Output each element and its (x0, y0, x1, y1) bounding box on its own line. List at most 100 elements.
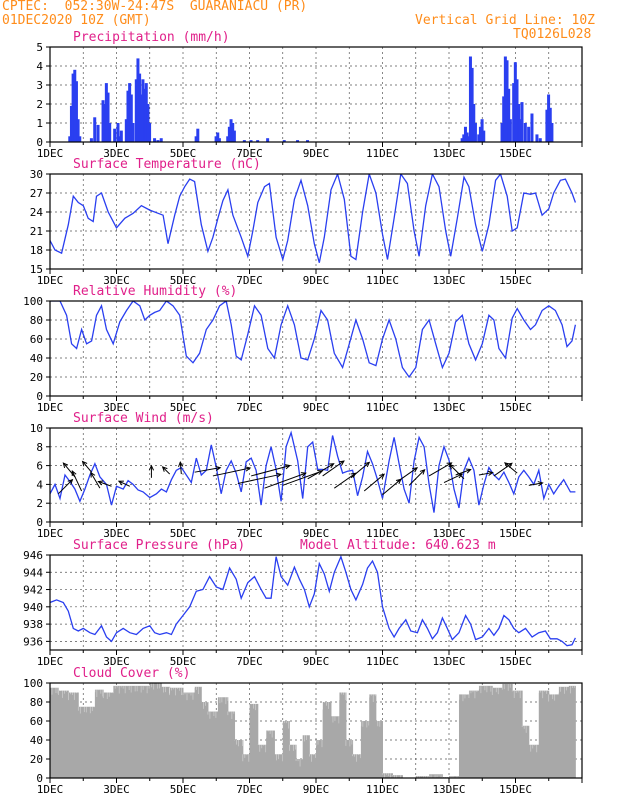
x-tick-label: 13DEC (432, 401, 465, 414)
y-tick-label: 20 (30, 371, 43, 384)
x-tick-label: 11DEC (366, 401, 399, 414)
y-tick-label: 100 (23, 295, 43, 308)
precip-bar (256, 140, 260, 142)
precip-bar (148, 123, 152, 142)
cloud-bar (201, 702, 209, 778)
precip-bar (113, 128, 117, 142)
pres-panel: 936 938 940 942 944 946 1DEC 3DEC 5DEC 7DEC 9DEC 11… (23, 538, 583, 668)
x-tick-label: 1DEC (37, 783, 64, 796)
wind-arrow (81, 460, 92, 473)
cloud-bar (50, 687, 59, 778)
cloud-bar (103, 692, 114, 778)
wind-arrow (478, 470, 494, 476)
x-tick-label: 7DEC (236, 783, 263, 796)
precip-bar (138, 73, 142, 142)
x-tick-label: 3DEC (103, 274, 130, 287)
cloud-bar (207, 711, 219, 778)
precip-bar (136, 58, 140, 142)
wind-arrow (397, 467, 419, 482)
wind-arrow (455, 468, 472, 476)
precip-bar (512, 83, 516, 142)
x-tick-label: 11DEC (366, 783, 399, 796)
cloud-bar (492, 687, 503, 778)
precip-bar (226, 136, 230, 142)
cloud-bar (282, 721, 290, 778)
y-tick-label: 1 (36, 117, 43, 130)
wind-arrow (363, 473, 386, 492)
cloud-bar (330, 716, 340, 778)
precip-bar (503, 56, 507, 142)
precip-bar (505, 60, 509, 142)
x-tick-label: 3DEC (103, 655, 130, 668)
precip-bar (500, 123, 504, 142)
x-tick-label: 1DEC (37, 147, 64, 160)
wind-arrow (212, 466, 252, 477)
precip-bar (74, 81, 78, 142)
wind-arrow (97, 480, 112, 487)
wind-arrow (449, 463, 465, 480)
cloud-bar (289, 744, 297, 778)
x-tick-label: 1DEC (37, 527, 64, 540)
precip-bar (108, 123, 112, 142)
x-tick-label: 5DEC (170, 147, 197, 160)
y-tick-label: 30 (30, 168, 43, 181)
precip-bar (477, 134, 481, 142)
x-tick-label: 9DEC (303, 274, 330, 287)
precip-bar (266, 138, 270, 142)
run-code: TQ0126L028 (513, 27, 592, 42)
cloud-bar (382, 773, 393, 778)
x-tick-label: 13DEC (432, 783, 465, 796)
y-tick-label: 940 (23, 601, 43, 614)
precip-bar (548, 107, 552, 142)
y-tick-label: 15 (30, 263, 43, 276)
x-tick-label: 1DEC (37, 401, 64, 414)
x-tick-label: 15DEC (499, 783, 532, 796)
x-tick-label: 3DEC (103, 527, 130, 540)
precip-bar (463, 126, 467, 142)
precip-bar (545, 109, 549, 142)
wind-arrow (71, 469, 83, 492)
wind-arrow (282, 469, 324, 486)
y-tick-label: 40 (30, 352, 43, 365)
x-tick-label: 11DEC (366, 655, 399, 668)
precip-bar (473, 123, 477, 142)
x-tick-label: 1DEC (37, 655, 64, 668)
x-tick-label: 7DEC (236, 655, 263, 668)
cloud-bar (392, 775, 403, 778)
wind-arrow (90, 471, 101, 489)
cloud-bar (468, 690, 480, 778)
cloud-bar (339, 692, 347, 778)
precip-bar (468, 56, 472, 142)
precip-bar (131, 123, 135, 142)
precip-bar (242, 140, 246, 142)
precip-bar (249, 140, 253, 142)
y-tick-label: 936 (23, 635, 43, 648)
precip-bar (134, 79, 138, 142)
y-tick-label: 938 (23, 618, 43, 631)
precip-bar (513, 62, 517, 142)
precip-bar (146, 104, 150, 142)
cloud-bar (242, 754, 250, 778)
cloud-bar (458, 694, 470, 778)
cloud-bar (415, 776, 430, 778)
cloud-bar (558, 686, 570, 778)
precip-bar (538, 138, 542, 142)
precip-bar (229, 119, 233, 142)
x-tick-label: 9DEC (303, 655, 330, 668)
precip-bar (517, 104, 521, 142)
precip-bar (472, 104, 476, 142)
precip-bar (156, 140, 160, 142)
x-tick-label: 15DEC (499, 147, 532, 160)
cloud-bar (68, 692, 79, 778)
cloud-bar (194, 686, 202, 778)
cloud-bar (302, 735, 310, 778)
cloud-bar (512, 690, 523, 778)
precip-bar (129, 94, 133, 142)
x-tick-label: 11DEC (366, 274, 399, 287)
y-tick-label: 0 (36, 390, 43, 403)
temp-panel: 15 18 21 24 27 30 1DEC 3DEC 5DEC 7DEC 9DEC 11DEC 13D… (30, 157, 583, 287)
rh-title: Relative Humidity (%) (73, 284, 237, 299)
precip-bar (482, 130, 486, 142)
precip-bar (93, 117, 97, 142)
precip-bar (480, 119, 484, 142)
